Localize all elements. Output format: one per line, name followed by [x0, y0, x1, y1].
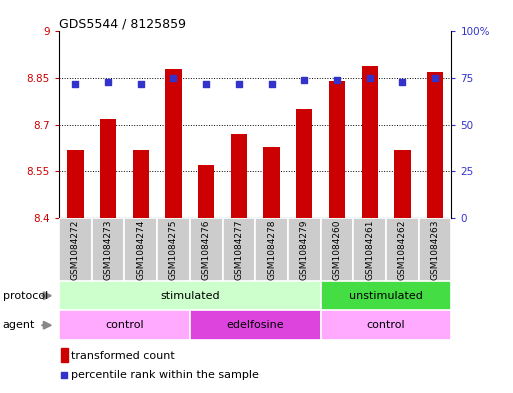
- Point: [366, 75, 374, 81]
- Text: control: control: [105, 320, 144, 330]
- Bar: [59, 281, 321, 310]
- Point: [202, 81, 210, 87]
- Bar: [394, 150, 410, 218]
- Bar: [61, 348, 68, 362]
- Text: GSM1084278: GSM1084278: [267, 219, 276, 280]
- Point: [71, 81, 80, 87]
- Bar: [190, 310, 321, 340]
- Point: [104, 79, 112, 85]
- Bar: [124, 218, 157, 281]
- Text: agent: agent: [3, 320, 35, 330]
- Text: GSM1084274: GSM1084274: [136, 219, 145, 280]
- Bar: [255, 218, 288, 281]
- Text: protocol: protocol: [3, 291, 48, 301]
- Text: GSM1084261: GSM1084261: [365, 219, 374, 280]
- Bar: [362, 66, 378, 218]
- Text: GSM1084272: GSM1084272: [71, 219, 80, 280]
- Text: GSM1084279: GSM1084279: [300, 219, 309, 280]
- Bar: [157, 218, 190, 281]
- Text: GSM1084273: GSM1084273: [104, 219, 112, 280]
- Bar: [92, 218, 124, 281]
- Text: GSM1084277: GSM1084277: [234, 219, 243, 280]
- Point: [235, 81, 243, 87]
- Text: unstimulated: unstimulated: [349, 291, 423, 301]
- Text: control: control: [367, 320, 405, 330]
- Bar: [198, 165, 214, 218]
- Text: GSM1084276: GSM1084276: [202, 219, 211, 280]
- Bar: [132, 150, 149, 218]
- Bar: [427, 72, 443, 218]
- Bar: [321, 281, 451, 310]
- Bar: [190, 218, 223, 281]
- Point: [60, 371, 68, 378]
- Point: [333, 77, 341, 83]
- Point: [169, 75, 177, 81]
- Text: GSM1084262: GSM1084262: [398, 219, 407, 280]
- Text: stimulated: stimulated: [160, 291, 220, 301]
- Bar: [263, 147, 280, 218]
- Bar: [165, 69, 182, 218]
- Bar: [231, 134, 247, 218]
- Bar: [419, 218, 451, 281]
- Point: [136, 81, 145, 87]
- Text: transformed count: transformed count: [71, 351, 175, 361]
- Text: edelfosine: edelfosine: [226, 320, 284, 330]
- Bar: [386, 218, 419, 281]
- Point: [267, 81, 275, 87]
- Bar: [100, 119, 116, 218]
- Bar: [321, 310, 451, 340]
- Bar: [321, 218, 353, 281]
- Point: [431, 75, 439, 81]
- Text: GSM1084263: GSM1084263: [430, 219, 440, 280]
- Bar: [296, 109, 312, 218]
- Text: GSM1084275: GSM1084275: [169, 219, 178, 280]
- Bar: [59, 218, 92, 281]
- Bar: [353, 218, 386, 281]
- Bar: [67, 150, 84, 218]
- Bar: [223, 218, 255, 281]
- Bar: [288, 218, 321, 281]
- Point: [398, 79, 406, 85]
- Text: percentile rank within the sample: percentile rank within the sample: [71, 369, 259, 380]
- Point: [300, 77, 308, 83]
- Text: GSM1084260: GSM1084260: [332, 219, 342, 280]
- Text: GDS5544 / 8125859: GDS5544 / 8125859: [59, 18, 186, 31]
- Bar: [59, 310, 190, 340]
- Bar: [329, 81, 345, 218]
